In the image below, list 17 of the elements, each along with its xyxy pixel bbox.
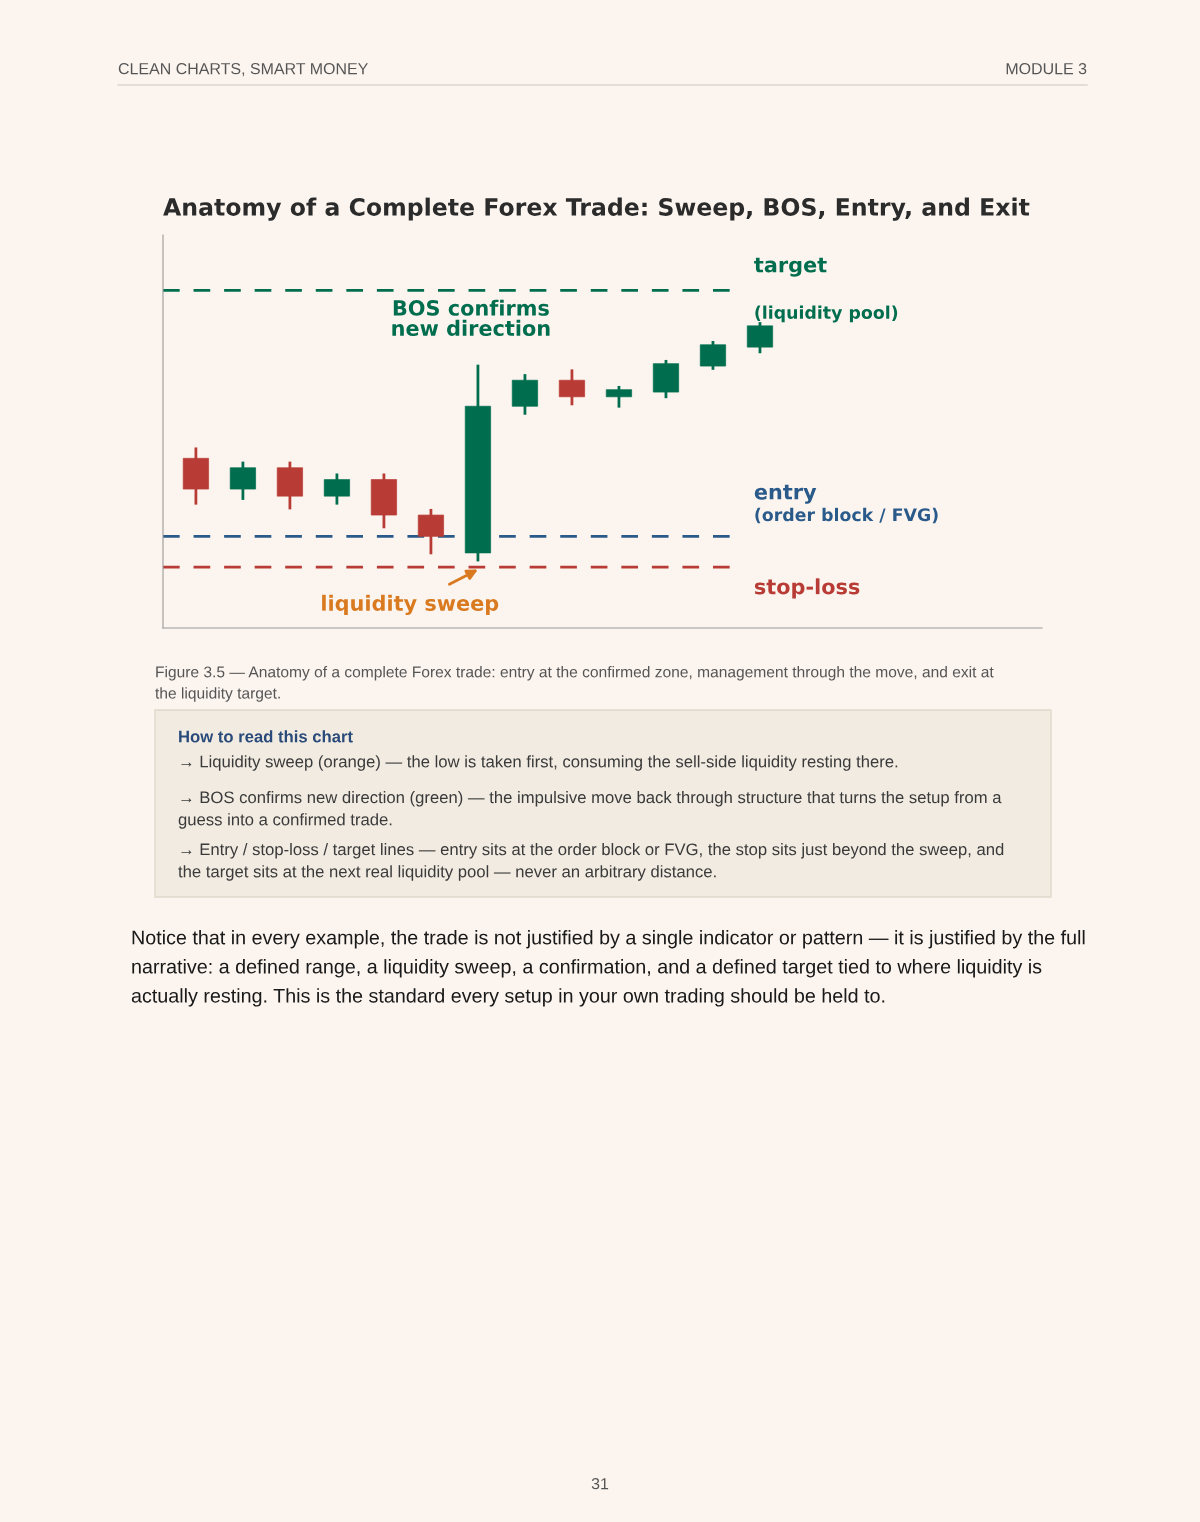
ref-line-label: stop-loss (754, 578, 860, 599)
text: → Liquidity sweep (orange) — the low is taken first, consuming the sell-side liquidity resting there. (181, 755, 898, 771)
text: → Entry / stop-loss / target lines — entry sits at the order block or FVG, the stop sits just beyond the sweep, and the target sits at the next real liquidity pool — never an arbitrary distance. (178, 843, 1004, 881)
text: Notice that in every example, the trade is not justified by a single indicator or pattern — it is justified by the full narrative: a defined range, a liquidity sweep, a confirmation, and a defined target tied to where liquidity is actually resting. This is the standard every setup in your own trading should be held to. (131, 930, 1085, 1007)
chart-title: Anatomy of a Complete Forex Trade: Sweep, BOS, Entry, and Exit (163, 197, 1030, 221)
caption: Figure 3.5 — Anatomy of a complete Forex trade: entry at the confirmed zone, management through the move, and exit at the liquidity target. (155, 666, 994, 702)
text: liquidity sweep (322, 594, 499, 616)
text: (order block / FVG) (755, 507, 938, 524)
text: MODULE 3 (1006, 62, 1087, 75)
text: → BOS confirms new direction (green) — the impulsive move back through structure that turns the setup from a guess into a confirmed trade. (178, 791, 1002, 829)
text: CLEAN CHARTS, SMART MONEY (118, 62, 368, 77)
text: 31 (591, 1477, 609, 1490)
ref-line-label: entry (754, 484, 817, 504)
text: How to read this chart (179, 730, 353, 743)
annotation: BOS confirms new direction (392, 299, 550, 336)
ref-line-label: target (754, 257, 827, 277)
text: (liquidity pool) (755, 305, 898, 323)
